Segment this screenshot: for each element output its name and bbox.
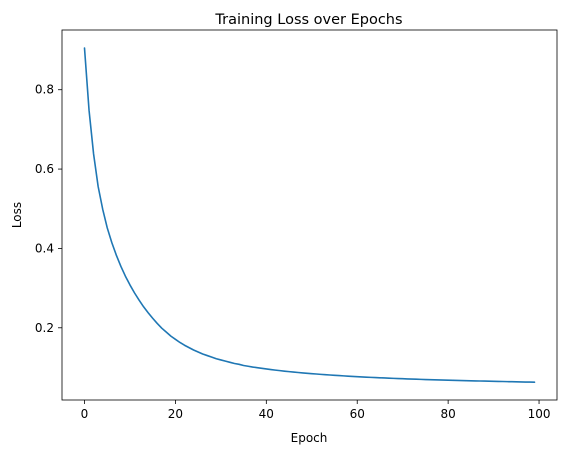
x-axis-ticks: 0 20 40 60 80 100	[81, 400, 551, 421]
x-tick-label: 0	[81, 407, 89, 421]
y-tick-label: 0.4	[35, 241, 54, 255]
x-tick-label: 40	[259, 407, 274, 421]
y-axis-ticks: 0.2 0.4 0.6 0.8	[35, 83, 62, 335]
x-tick-label: 80	[440, 407, 455, 421]
axes-frame	[61, 29, 558, 401]
y-axis-label: Loss	[10, 202, 24, 228]
x-axis-label: Epoch	[291, 431, 328, 445]
x-tick-label: 60	[350, 407, 365, 421]
y-tick-label: 0.6	[35, 162, 54, 176]
chart-title: Training Loss over Epochs	[214, 12, 402, 28]
y-tick-label: 0.2	[35, 321, 54, 335]
training-loss-line	[83, 47, 536, 383]
x-tick-label: 20	[168, 407, 183, 421]
y-tick-label: 0.8	[35, 83, 54, 97]
plot-area: 0 20 40 60 80 100 0.2 0.4 0.6 0.8	[35, 29, 558, 421]
x-tick-label: 100	[528, 407, 551, 421]
